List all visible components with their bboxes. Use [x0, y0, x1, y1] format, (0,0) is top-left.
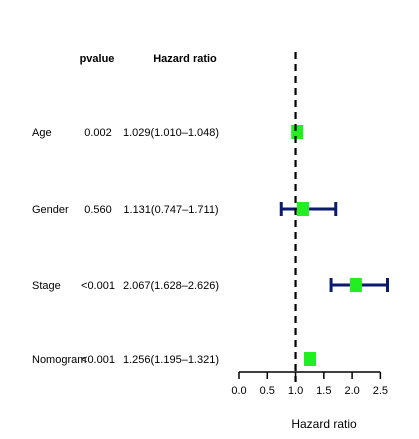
row-label-nomogram: Nomogram — [32, 354, 86, 366]
x-tick-label-2: 1.0 — [288, 385, 303, 397]
row-hr-text-age: 1.029(1.010–1.048) — [123, 127, 219, 139]
point-stage — [349, 278, 362, 292]
row-hr-text-nomogram: 1.256(1.195–1.321) — [123, 354, 219, 366]
row-label-stage: Stage — [32, 280, 61, 292]
header-pvalue: pvalue — [80, 53, 115, 65]
point-age — [291, 125, 304, 139]
x-axis-label: Hazard ratio — [291, 417, 357, 431]
point-gender — [296, 202, 309, 216]
row-pvalue-gender: 0.560 — [84, 204, 112, 216]
x-tick-label-1: 0.5 — [260, 385, 275, 397]
row-hr-text-gender: 1.131(0.747–1.711) — [123, 204, 218, 216]
row-hr-text-stage: 2.067(1.628–2.626) — [123, 280, 219, 292]
row-label-gender: Gender — [32, 204, 69, 216]
x-tick-label-4: 2.0 — [344, 385, 359, 397]
row-label-age: Age — [32, 127, 52, 139]
row-pvalue-stage: <0.001 — [81, 280, 115, 292]
header-hazard-ratio: Hazard ratio — [153, 53, 217, 65]
x-tick-label-5: 2.5 — [373, 385, 388, 397]
x-tick-label-3: 1.5 — [316, 385, 331, 397]
forest-rows: Age 0.002 1.029(1.010–1.048) Gender 0.560 1.1… — [32, 125, 390, 366]
row-pvalue-nomogram: <0.001 — [81, 354, 115, 366]
point-nomogram — [304, 352, 317, 366]
x-tick-label-0: 0.0 — [231, 385, 246, 397]
x-axis-ticks: 0.0 0.5 1.0 1.5 2.0 2.5 — [231, 372, 388, 397]
row-pvalue-age: 0.002 — [84, 127, 112, 139]
